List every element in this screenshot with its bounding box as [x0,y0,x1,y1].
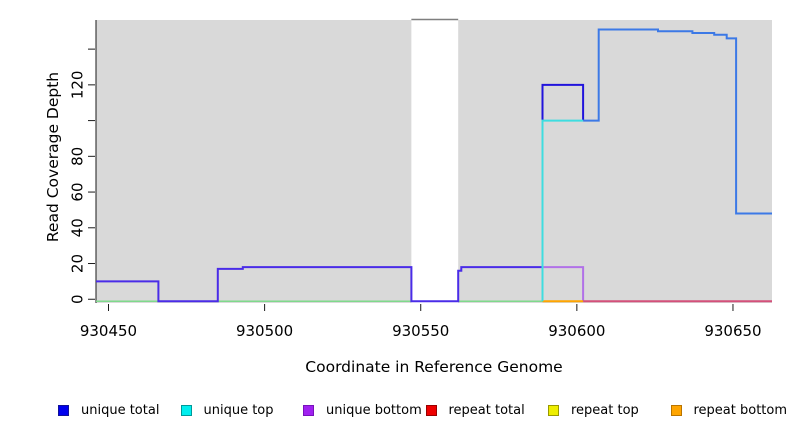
legend-swatch-icon [670,404,682,416]
y-tick-label: 0 [69,294,87,304]
legend-label: repeat total [448,402,525,418]
x-axis-title: Coordinate in Reference Genome [305,358,563,376]
no-data-band [411,19,459,303]
series-unique-top [541,119,584,302]
y-tick-label: 120 [69,71,87,100]
legend-item-unique-bottom: unique bottom [303,403,426,418]
series-unique-total [583,28,772,215]
x-tick-label: 930500 [236,322,293,340]
x-tick-label: 930650 [704,322,761,340]
legend-label: unique bottom [326,402,422,418]
legend-swatch-icon [58,404,69,416]
legend-label: repeat top [571,402,639,418]
y-axis-title: Read Coverage Depth [44,71,62,243]
series-unique-total [96,266,543,303]
legend-item-repeat-bottom: repeat bottom [670,402,792,418]
legend-label: unique total [81,402,160,418]
y-tick-label: 80 [69,147,87,166]
legend-item-unique-top: unique top [180,402,304,418]
legend-swatch-icon [548,404,559,416]
y-tick-label: 20 [69,254,87,273]
x-tick-label: 930450 [80,322,137,340]
plot-area: 930450 930500 930550 930600 930650 0 20 40 60 80 1… [69,18,772,340]
y-tick-label: 60 [69,183,87,202]
legend: unique total unique top unique bottom repea… [58,399,792,421]
legend-label: unique top [203,402,274,418]
legend-swatch-icon [303,404,314,416]
legend-label: repeat bottom [693,402,788,418]
x-tick-label: 930600 [548,322,605,340]
legend-item-repeat-total: repeat total [425,402,549,418]
legend-swatch-icon [180,404,192,416]
series-unique-bottom [542,266,585,302]
legend-item-unique-total: unique total [58,403,181,418]
legend-swatch-icon [425,404,437,416]
x-tick-label: 930550 [392,322,449,340]
legend-item-repeat-top: repeat top [548,403,671,418]
y-tick-label: 40 [69,218,87,237]
